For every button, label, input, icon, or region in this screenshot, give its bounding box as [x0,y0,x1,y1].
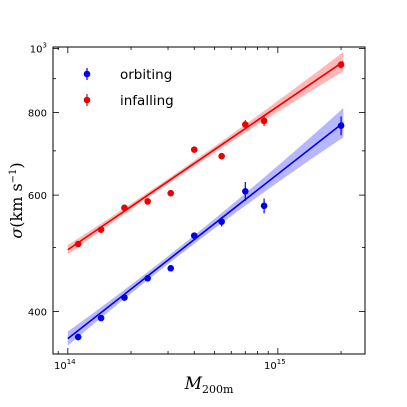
infalling-point [190,146,198,153]
data-points [74,61,345,341]
y-tick-label: 400 [28,308,47,319]
fit-lines [67,60,344,340]
fit-bands [67,51,344,346]
legend-infalling-marker [83,96,91,104]
x-axis-label-sub: 200m [202,383,234,396]
orbiting-point [260,202,268,210]
infalling-point [74,240,82,248]
infalling-fit-band [67,51,344,255]
orbiting-fit-line [67,122,344,340]
orbiting-point [190,232,198,239]
orbiting-point [97,314,105,322]
y-tick-label-value: 10 [30,44,43,55]
infalling-point [121,204,128,212]
y-tick-label-exp: 3 [43,41,47,49]
y-axis-label: σ(km s−1) [7,162,26,238]
y-tick-label-value: 800 [28,109,47,120]
x-tick-label-base: 10 [264,361,277,372]
x-tick-label-base: 10 [54,361,67,372]
orbiting-point [144,275,151,282]
infalling-point [218,152,225,160]
orbiting-point [167,264,175,272]
x-tick-label-exp: 15 [277,358,286,366]
y-axis-label-units-close: ) [7,162,26,168]
infalling-fit-line [67,60,344,251]
x-tick-label: 1014 [54,358,76,372]
legend-orbiting-label: orbiting [120,67,172,83]
y-axis-label-units: (km s [7,183,26,227]
infalling-point [242,121,249,128]
orbiting-fit-band [67,108,344,346]
infalling-point [337,61,345,68]
x-tick-label: 1015 [264,358,286,372]
x-tick-label-exp: 14 [67,358,76,366]
infalling-point [144,198,151,205]
legend-orbiting-marker [83,70,91,78]
orbiting-point [218,218,225,225]
y-tick-label: 103 [30,41,47,55]
y-tick-label-value: 400 [28,308,47,319]
legend-infalling-label: infalling [120,93,174,109]
infalling-point [260,117,268,125]
y-axis-label-main: σ [7,227,26,239]
legend: orbiting infalling [83,67,174,109]
orbiting-point [337,122,345,130]
y-tick-label: 600 [28,191,47,202]
orbiting-point [242,188,249,195]
infalling-point [97,226,105,233]
y-tick-label: 800 [28,109,47,120]
orbiting-point [121,294,128,301]
orbiting-point [74,333,82,341]
y-axis-label-units-sup: −1 [8,169,19,184]
plot-frame [52,46,366,355]
y-tick-label-value: 600 [28,191,47,202]
x-axis-label: M200m [184,374,234,396]
infalling-point [167,189,175,197]
x-axis-label-main: M [184,374,203,394]
